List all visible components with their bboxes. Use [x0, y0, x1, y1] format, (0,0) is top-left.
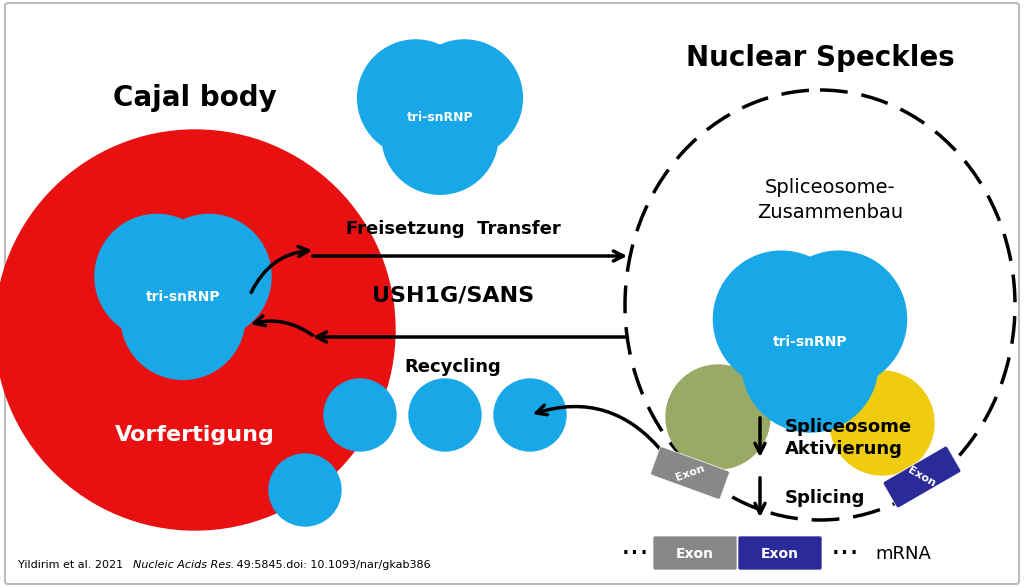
Text: USH1G/SANS: USH1G/SANS	[372, 285, 535, 305]
Circle shape	[407, 40, 522, 156]
Circle shape	[269, 454, 341, 526]
FancyBboxPatch shape	[5, 3, 1019, 584]
Text: Splicing: Splicing	[785, 489, 865, 507]
Text: Nuclear Speckles: Nuclear Speckles	[686, 44, 954, 72]
Text: Vorfertigung: Vorfertigung	[115, 425, 274, 445]
Text: Freisetzung  Transfer: Freisetzung Transfer	[346, 220, 560, 238]
Text: Exon: Exon	[674, 463, 706, 483]
Circle shape	[742, 296, 878, 432]
Circle shape	[494, 379, 566, 451]
FancyBboxPatch shape	[738, 536, 822, 570]
Text: Exon: Exon	[676, 547, 714, 561]
Text: Cajal body: Cajal body	[113, 84, 276, 112]
Circle shape	[382, 78, 498, 194]
Text: Spliceosome-
Zusammenbau: Spliceosome- Zusammenbau	[757, 178, 903, 222]
Circle shape	[830, 371, 934, 475]
FancyBboxPatch shape	[883, 446, 961, 508]
Text: 49:5845.doi: 10.1093/nar/gkab386: 49:5845.doi: 10.1093/nar/gkab386	[233, 560, 431, 570]
Circle shape	[357, 40, 474, 156]
Circle shape	[409, 379, 481, 451]
Text: tri-snRNP: tri-snRNP	[773, 335, 847, 349]
Text: Exon: Exon	[761, 547, 799, 561]
Circle shape	[324, 379, 396, 451]
Text: Exon: Exon	[906, 465, 938, 489]
Circle shape	[770, 251, 906, 387]
Circle shape	[147, 214, 271, 339]
Text: Spliceosome
Aktivierung: Spliceosome Aktivierung	[785, 418, 912, 458]
Text: tri-snRNP: tri-snRNP	[407, 110, 473, 124]
Circle shape	[714, 251, 850, 387]
Text: Yildirim et al. 2021: Yildirim et al. 2021	[18, 560, 127, 570]
Circle shape	[0, 130, 395, 530]
Circle shape	[121, 255, 245, 379]
Circle shape	[666, 365, 770, 469]
Circle shape	[95, 214, 219, 339]
FancyBboxPatch shape	[650, 447, 729, 500]
Text: ···: ···	[830, 539, 859, 568]
Text: tri-snRNP: tri-snRNP	[145, 290, 220, 304]
FancyBboxPatch shape	[653, 536, 737, 570]
Text: Recycling: Recycling	[404, 358, 502, 376]
Text: ···: ···	[621, 539, 649, 568]
Text: Nucleic Acids Res.: Nucleic Acids Res.	[133, 560, 234, 570]
Text: mRNA: mRNA	[874, 545, 931, 563]
